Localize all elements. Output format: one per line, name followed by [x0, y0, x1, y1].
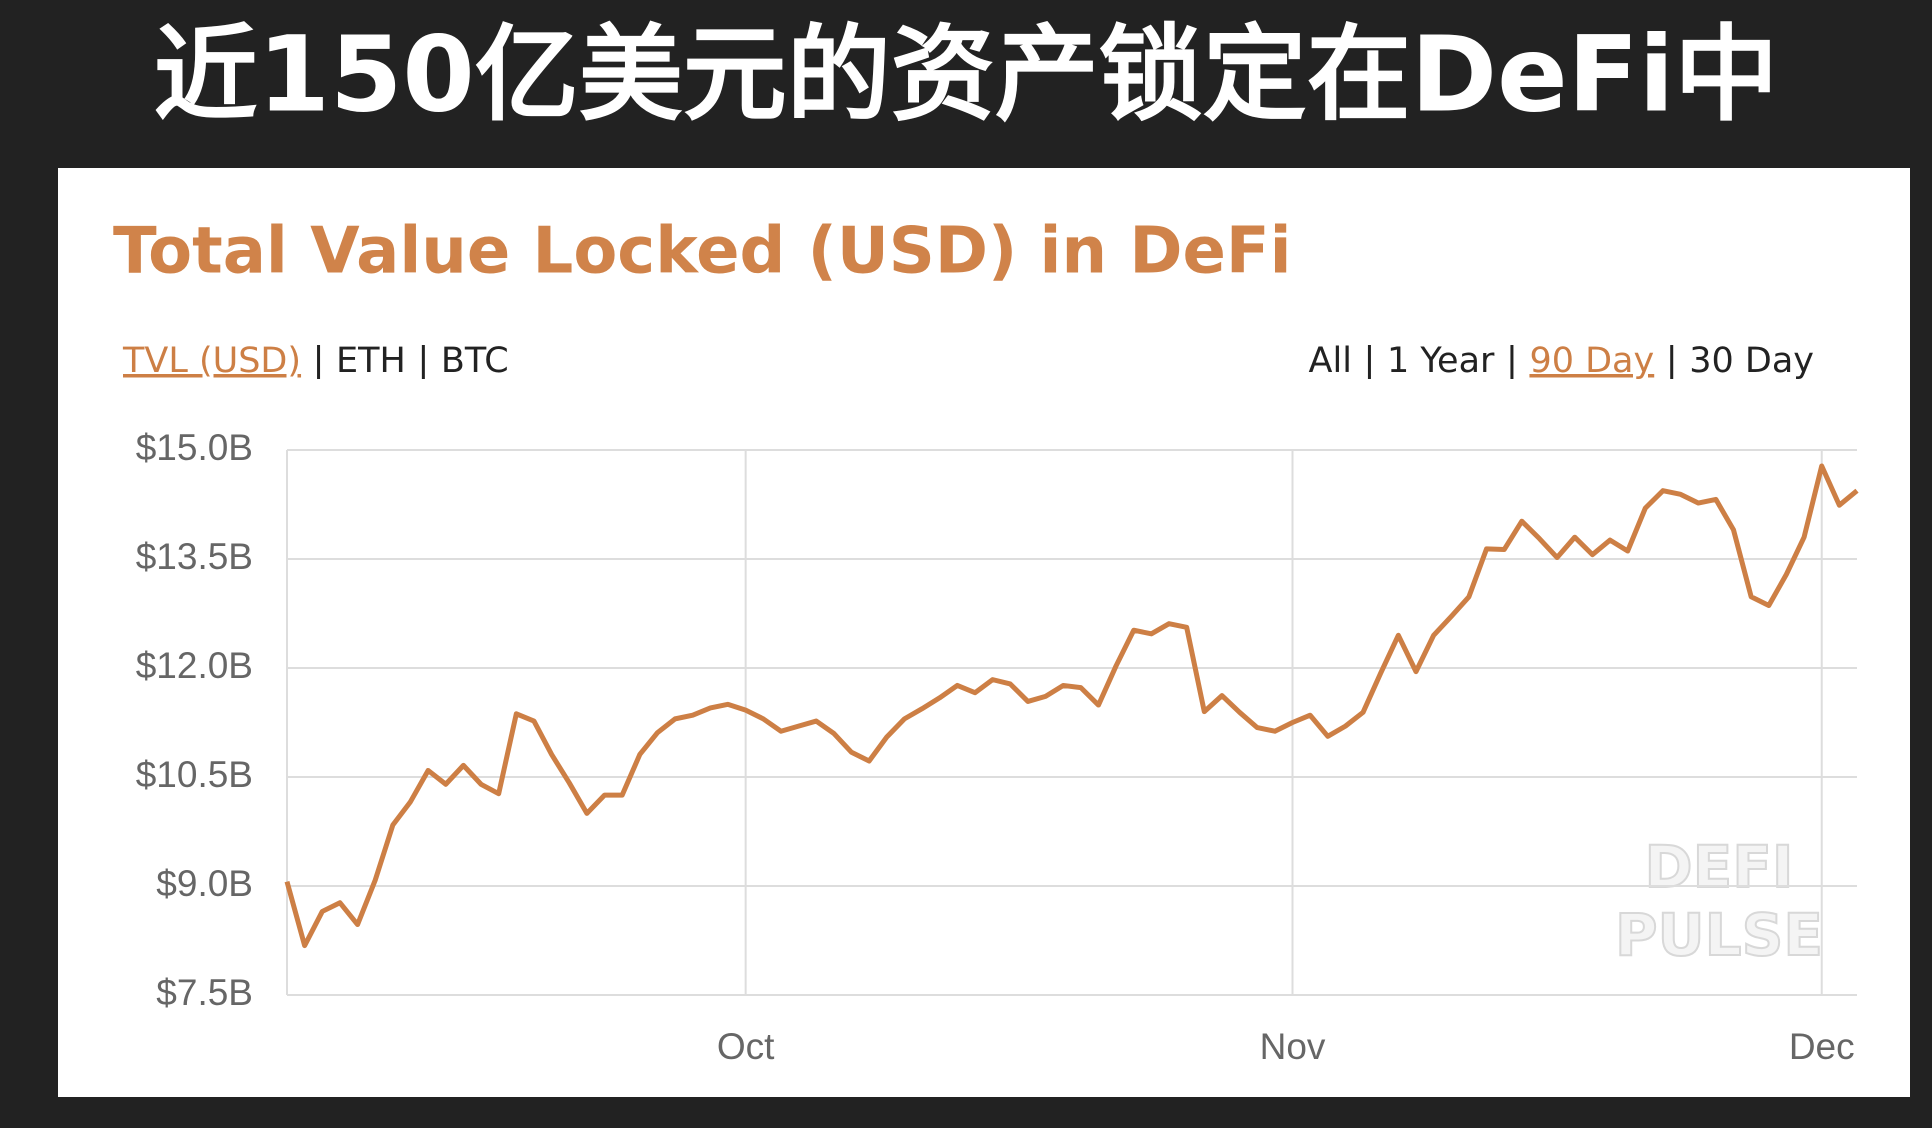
watermark: PULSE — [1615, 901, 1823, 969]
tab[interactable]: 1 Year — [1387, 341, 1495, 381]
y-tick-label: $12.0B — [136, 645, 253, 686]
chart-panel — [58, 168, 1910, 1097]
y-tick-label: $10.5B — [136, 754, 253, 795]
line-series — [284, 463, 1859, 949]
x-tick-label: Dec — [1789, 1026, 1855, 1067]
headline: 近150亿美元的资产锁定在DeFi中 — [154, 13, 1779, 135]
y-tick-label: $15.0B — [136, 427, 253, 468]
tab[interactable]: All — [1309, 341, 1352, 381]
tab[interactable]: TVL (USD) — [122, 341, 301, 381]
tab[interactable]: ETH — [336, 341, 406, 381]
y-tick-label: $9.0B — [156, 863, 253, 904]
x-tick-label: Oct — [717, 1026, 775, 1067]
y-tick-label: $13.5B — [136, 536, 253, 577]
y-tick-label: $7.5B — [156, 972, 253, 1013]
watermark: DEFI — [1645, 833, 1794, 901]
x-tick-label: Nov — [1260, 1026, 1326, 1067]
tab[interactable]: BTC — [441, 341, 509, 381]
tab[interactable]: 90 Day — [1529, 341, 1654, 381]
tab[interactable]: 30 Day — [1689, 341, 1814, 381]
chart-title: Total Value Locked (USD) in DeFi — [113, 215, 1292, 289]
